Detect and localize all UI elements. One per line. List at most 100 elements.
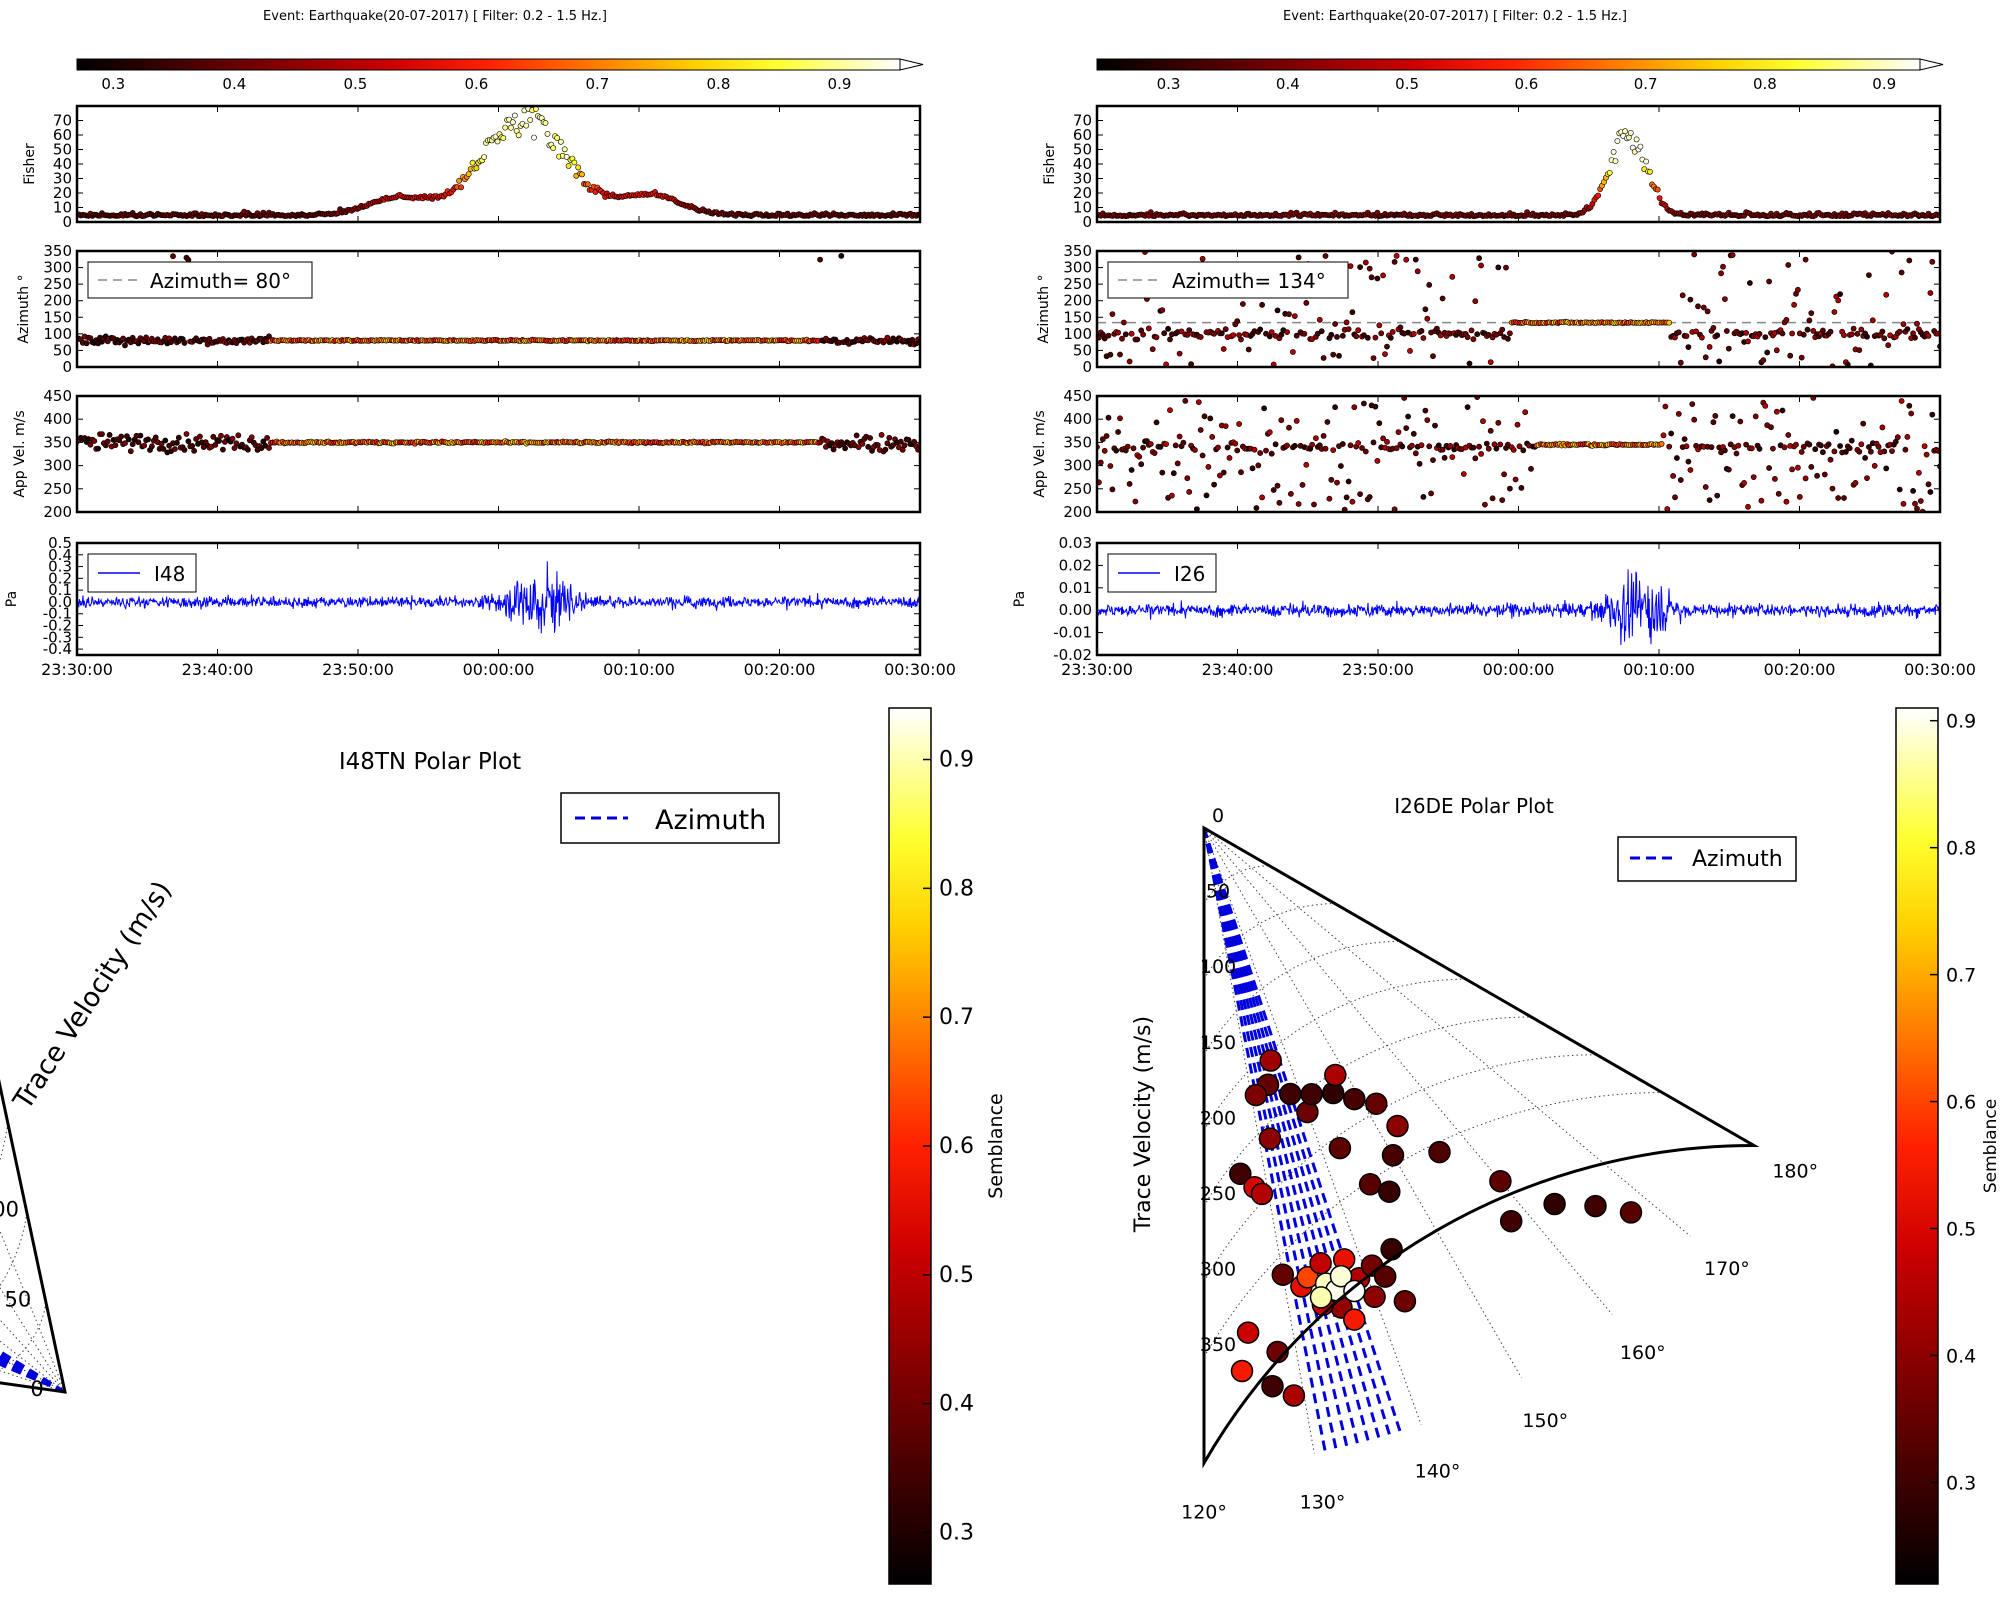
right-azimuth-point (1403, 256, 1410, 263)
right-azimuth-point (1716, 358, 1723, 365)
right-velocity-point (1236, 421, 1242, 427)
right-velocity-point (1447, 442, 1454, 449)
right-velocity-point (1485, 445, 1492, 452)
left-azimuth-ytick-label: 0 (62, 358, 72, 376)
right-polar-point (1328, 1136, 1352, 1160)
right-velocity-point (1725, 466, 1732, 473)
right-azimuth-point (1881, 335, 1888, 342)
right-velocity-point (1781, 444, 1788, 451)
right-azimuth-point (1827, 328, 1834, 335)
left-velocity-point (158, 440, 165, 447)
right-polar-azimuth-line (1202, 827, 1349, 1448)
right-azimuth-point (1303, 299, 1310, 306)
right-velocity-point (1163, 441, 1169, 447)
right-azimuth-point (1153, 334, 1160, 341)
left-polar-grid-arc (0, 1122, 9, 1162)
right-velocity-point (1464, 404, 1471, 410)
right-velocity-point (1126, 480, 1133, 487)
right-velocity-point (1439, 446, 1446, 453)
left-velocity-point (235, 432, 242, 439)
right-velocity-point (1727, 441, 1734, 448)
right-velocity-point (1182, 397, 1189, 404)
left-fisher-point (571, 159, 578, 166)
right-polar-grid (1203, 827, 1691, 1454)
left-pressure-plot: -0.4-0.3-0.2-0.10.00.10.20.30.40.5 Pa I4… (4, 534, 922, 658)
right-velocity-point (1768, 424, 1774, 431)
left-fisher-point (584, 181, 591, 188)
right-azimuth-point (1382, 351, 1388, 357)
right-velocity-point (1255, 462, 1262, 469)
right-velocity-point (1270, 487, 1277, 493)
left-velocity-point (181, 446, 188, 453)
right-fisher-ytick-label: 10 (1073, 199, 1092, 217)
right-velocity-point (1750, 474, 1757, 480)
left-fisher-point (508, 124, 514, 131)
right-velocity-point (1906, 402, 1913, 409)
right-velocity-point (1138, 461, 1145, 468)
right-velocity-point (1489, 495, 1496, 502)
right-azimuth-point (1773, 347, 1780, 354)
right-azimuth-point (1159, 307, 1166, 313)
right-polar-colorbar-ticks: 0.3 0.4 0.5 0.6 0.7 0.8 0.9 (1930, 711, 1976, 1494)
right-velocity-point (1332, 404, 1338, 411)
right-azimuth-point (1184, 331, 1191, 338)
left-azimuth-point (143, 334, 149, 341)
right-velocity-point (1410, 430, 1417, 437)
right-azimuth-point (1499, 326, 1506, 333)
right-velocity-point (1109, 486, 1116, 493)
right-velocity-point (1338, 463, 1344, 469)
left-colorbar-tick-label: 0.5 (343, 75, 367, 93)
right-polar-colorbar-tick-label: 0.8 (1946, 838, 1976, 860)
right-polar-colorbar-tick-label: 0.9 (1946, 711, 1976, 733)
right-velocity-point (1192, 447, 1198, 453)
right-azimuth-point (1391, 258, 1398, 265)
right-velocity-point (1186, 488, 1193, 495)
right-polar-point (1329, 1264, 1353, 1288)
right-velocity-point (1921, 443, 1928, 450)
right-velocity-point (1668, 430, 1675, 437)
right-time-tick-label: 00:00:00 (1483, 660, 1555, 679)
right-azimuth-point (1472, 298, 1479, 305)
right-velocity-point (1284, 442, 1290, 449)
left-time-tick-label: 23:30:00 (41, 660, 113, 679)
right-velocity-point (1662, 403, 1669, 410)
right-azimuth-point (1293, 332, 1300, 339)
right-polar-angle-label: 160° (1620, 1342, 1666, 1364)
left-velocity-point (191, 447, 197, 454)
right-velocity-point (1339, 441, 1346, 447)
left-velocity-point (175, 434, 182, 441)
left-polar-colorbar-tick-label: 0.9 (939, 748, 974, 773)
right-velocity-point (1136, 453, 1143, 460)
right-pressure-ytick-label: -0.01 (1053, 624, 1092, 642)
right-azimuth-point (1117, 351, 1123, 358)
right-velocity-point (1825, 441, 1832, 448)
right-event-title: Event: Earthquake(20-07-2017) [ Filter: … (1283, 9, 1627, 24)
right-velocity-point (1802, 475, 1809, 482)
right-velocity-point (1841, 495, 1847, 501)
right-velocity-point (1107, 463, 1114, 469)
right-velocity-point (1195, 399, 1202, 405)
left-azimuth-point (838, 252, 845, 259)
right-fisher-point (1595, 192, 1602, 199)
left-velocity-point (104, 438, 111, 445)
right-velocity-point (1708, 444, 1715, 451)
right-velocity-point (1320, 432, 1327, 439)
left-azimuth-legend: Azimuth= 80° (87, 261, 313, 299)
right-velocity-plot: 200 250 300 350 400 450 App Vel. m/s (1032, 387, 1942, 521)
right-velocity-point (1493, 445, 1500, 452)
left-azimuth-ytick-label: 150 (43, 308, 72, 326)
right-velocity-point (1211, 481, 1217, 488)
right-fisher-point (1637, 143, 1644, 150)
right-azimuth-ytick-label: 250 (1063, 275, 1092, 293)
right-velocity-point (1779, 407, 1786, 414)
right-polar-point (1543, 1192, 1566, 1216)
right-polar-azimuth-line (1202, 827, 1392, 1436)
left-velocity-point (859, 440, 866, 447)
right-velocity-point (1476, 443, 1482, 450)
left-velocity-point (855, 444, 862, 450)
left-velocity-points (77, 431, 920, 456)
right-velocity-point (1268, 450, 1275, 457)
right-velocity-point (1691, 416, 1698, 423)
right-polar-radial-label: 50 (1206, 881, 1230, 903)
right-velocity-point (1472, 455, 1479, 462)
